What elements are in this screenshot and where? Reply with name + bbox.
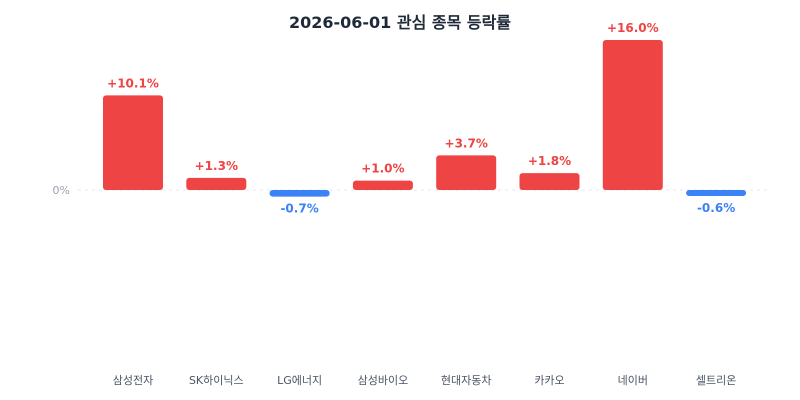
category-label-3: 삼성바이오 [358,374,409,387]
bar-5 [519,173,580,190]
value-label-7: -0.6% [697,201,735,215]
value-label-1: +1.3% [195,159,238,173]
bar-7 [686,190,747,196]
bar-0 [103,95,163,190]
category-label-0: 삼성전자 [113,374,153,387]
chart-title: 2026-06-01 관심 종목 등락률 [289,13,511,32]
bar-1 [186,177,247,190]
bars-group: +10.1% 삼성전자 +1.3% SK하이닉스 -0.7% LG에너지 +1.0% 삼성바이… [103,21,747,387]
bar-3 [352,180,413,190]
category-label-4: 현대자동차 [441,374,492,387]
zero-axis-label: 0% [53,184,70,197]
bar-4 [436,155,497,190]
category-label-7: 셀트리온 [696,374,736,387]
category-label-1: SK하이닉스 [189,373,244,387]
value-label-4: +3.7% [445,136,488,150]
value-label-2: -0.7% [280,202,318,216]
value-label-0: +10.1% [107,76,159,90]
category-label-6: 네이버 [618,374,648,387]
bar-6 [602,40,663,190]
bar-2 [269,190,330,197]
category-label-2: LG에너지 [277,374,322,387]
value-label-3: +1.0% [361,162,404,176]
category-label-5: 카카오 [534,374,564,387]
value-label-6: +16.0% [607,21,659,35]
value-label-5: +1.8% [528,154,571,168]
